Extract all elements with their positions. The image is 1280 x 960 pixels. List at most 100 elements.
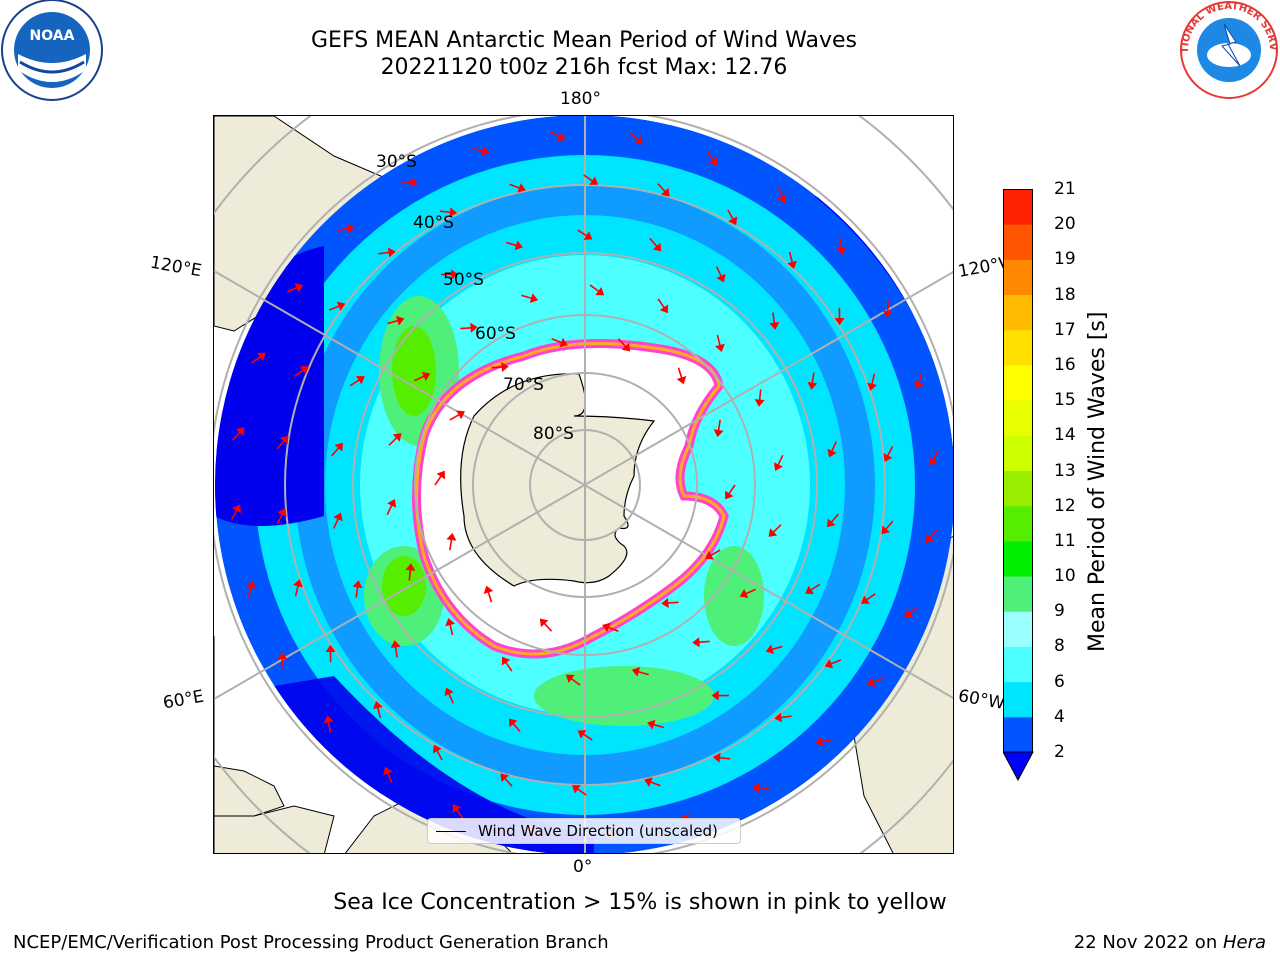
lon-label-60w: 60°W <box>956 686 1007 714</box>
wind-wave-arrow <box>506 241 518 247</box>
wind-wave-arrow <box>788 251 794 263</box>
wind-wave-arrow <box>327 721 332 733</box>
wind-wave-arrow <box>577 229 588 237</box>
footer-machine: Hera <box>1222 932 1266 953</box>
wind-wave-arrowhead <box>725 490 734 500</box>
wind-wave-arrowhead <box>824 659 834 669</box>
legend-label: Wind Wave Direction (unscaled) <box>478 822 718 840</box>
lon-label-180: 180° <box>560 89 601 109</box>
wind-wave-arrowhead <box>280 435 289 445</box>
colorbar-segment <box>1003 435 1033 471</box>
colorbar-tick-label: 13 <box>1054 460 1076 481</box>
colorbar-label: Mean Period of Wind Waves [s] <box>1085 311 1110 652</box>
colorbar-tick-label: 9 <box>1054 601 1065 622</box>
wind-wave-arrowhead <box>631 666 641 677</box>
wind-wave-arrowhead <box>352 580 363 589</box>
wind-wave-arrowhead <box>529 293 539 304</box>
colorbar-segment <box>1003 294 1033 331</box>
wind-wave-arrowhead <box>436 470 445 480</box>
wind-wave-arrow <box>583 174 594 182</box>
colorbar-segment <box>1003 646 1033 683</box>
wind-wave-arrow <box>777 454 784 466</box>
wind-wave-arrowhead <box>392 433 402 442</box>
wind-wave-arrow <box>376 707 382 719</box>
wind-wave-arrowhead <box>395 315 405 326</box>
wind-wave-arrowhead <box>577 730 587 739</box>
wind-wave-arrow <box>509 183 521 189</box>
wind-wave-arrow <box>830 513 839 523</box>
wind-wave-arrow <box>276 513 284 525</box>
chart-title: GEFS MEAN Antarctic Mean Period of Wind … <box>311 28 857 53</box>
svg-text:NOAA: NOAA <box>30 28 75 44</box>
wind-wave-arrowhead <box>500 773 509 783</box>
wind-wave-arrowhead <box>410 177 418 188</box>
wind-wave-arrow <box>811 372 815 384</box>
colorbar-tick-label: 8 <box>1054 636 1065 657</box>
wind-wave-arrowhead <box>571 785 581 794</box>
wind-wave-arrowhead <box>644 777 653 787</box>
wind-wave-arrowhead <box>300 366 309 375</box>
wind-wave-arrowhead <box>752 782 760 793</box>
colorbar-tick-label: 2 <box>1054 742 1065 762</box>
wind-wave-arrow <box>439 210 451 214</box>
wind-wave-arrowhead <box>659 304 669 314</box>
colorbar-tick-label: 12 <box>1054 495 1076 516</box>
footer-credit: NCEP/EMC/Verification Post Processing Pr… <box>13 932 609 953</box>
colorbar-tick-label: 11 <box>1054 530 1076 551</box>
wind-wave-arrow <box>727 209 734 220</box>
colorbar-segment <box>1003 364 1033 401</box>
wind-wave-arrow <box>929 529 938 539</box>
wind-wave-arrowhead <box>325 644 336 652</box>
colorbar-tick-label: 21 <box>1054 179 1076 199</box>
wind-wave-arrowhead <box>881 525 890 535</box>
wind-wave-arrowhead <box>774 712 783 723</box>
colorbar-segment <box>1003 576 1033 612</box>
wind-wave-arrow <box>830 441 837 452</box>
wind-wave-arrowhead <box>739 588 749 599</box>
lat-label-60s: 60°S <box>475 324 516 344</box>
wind-wave-arrowhead <box>432 744 442 754</box>
wind-wave-arrowhead <box>595 286 605 296</box>
wind-wave-arrow <box>276 440 285 450</box>
wind-wave-arrow <box>386 504 393 516</box>
wind-wave-arrowhead <box>815 736 824 747</box>
wind-wave-arrowhead <box>861 595 870 604</box>
wind-wave-arrowhead <box>712 752 721 763</box>
wind-wave-arrowhead <box>716 273 726 283</box>
wind-wave-arrowhead <box>754 399 765 407</box>
wind-wave-arrow <box>286 286 298 293</box>
colorbar-segment <box>1003 681 1033 718</box>
wind-wave-arrow <box>386 772 393 784</box>
colorbar <box>1002 189 1035 785</box>
wind-wave-arrowhead <box>928 456 938 466</box>
wind-wave-arrow <box>717 419 721 431</box>
wind-wave-arrowhead <box>602 622 611 633</box>
wind-wave-arrow <box>232 431 241 441</box>
wind-wave-arrowhead <box>711 690 719 701</box>
colorbar-tick-label: 16 <box>1054 354 1076 375</box>
wind-wave-arrow <box>771 645 783 651</box>
wind-wave-arrowhead <box>501 361 509 373</box>
wind-wave-arrow <box>667 601 679 604</box>
wind-wave-arrow <box>706 151 715 162</box>
wind-wave-arrowhead <box>661 597 669 609</box>
wind-wave-arrow <box>512 722 521 733</box>
wind-wave-arrow <box>886 445 894 457</box>
wind-wave-arrowhead <box>383 766 393 776</box>
wind-wave-arrow <box>414 375 425 382</box>
colorbar-underflow <box>1002 751 1034 782</box>
lat-label-40s: 40°S <box>413 213 454 233</box>
wind-wave-arrow <box>677 367 683 379</box>
wind-wave-arrowhead <box>517 183 526 193</box>
colorbar-tick-label: 6 <box>1054 671 1065 692</box>
wind-wave-arrow <box>932 450 940 461</box>
map-legend: Wind Wave Direction (unscaled) <box>427 818 741 844</box>
wind-wave-arrowhead <box>904 608 913 618</box>
wind-wave-arrowhead <box>483 585 494 595</box>
wind-wave-arrowhead <box>882 310 893 318</box>
lon-label-0: 0° <box>573 857 593 877</box>
wind-wave-arrow <box>657 298 666 309</box>
wind-wave-arrowhead <box>715 343 725 352</box>
wind-wave-arrow <box>294 369 305 377</box>
lat-label-80s: 80°S <box>533 424 574 444</box>
